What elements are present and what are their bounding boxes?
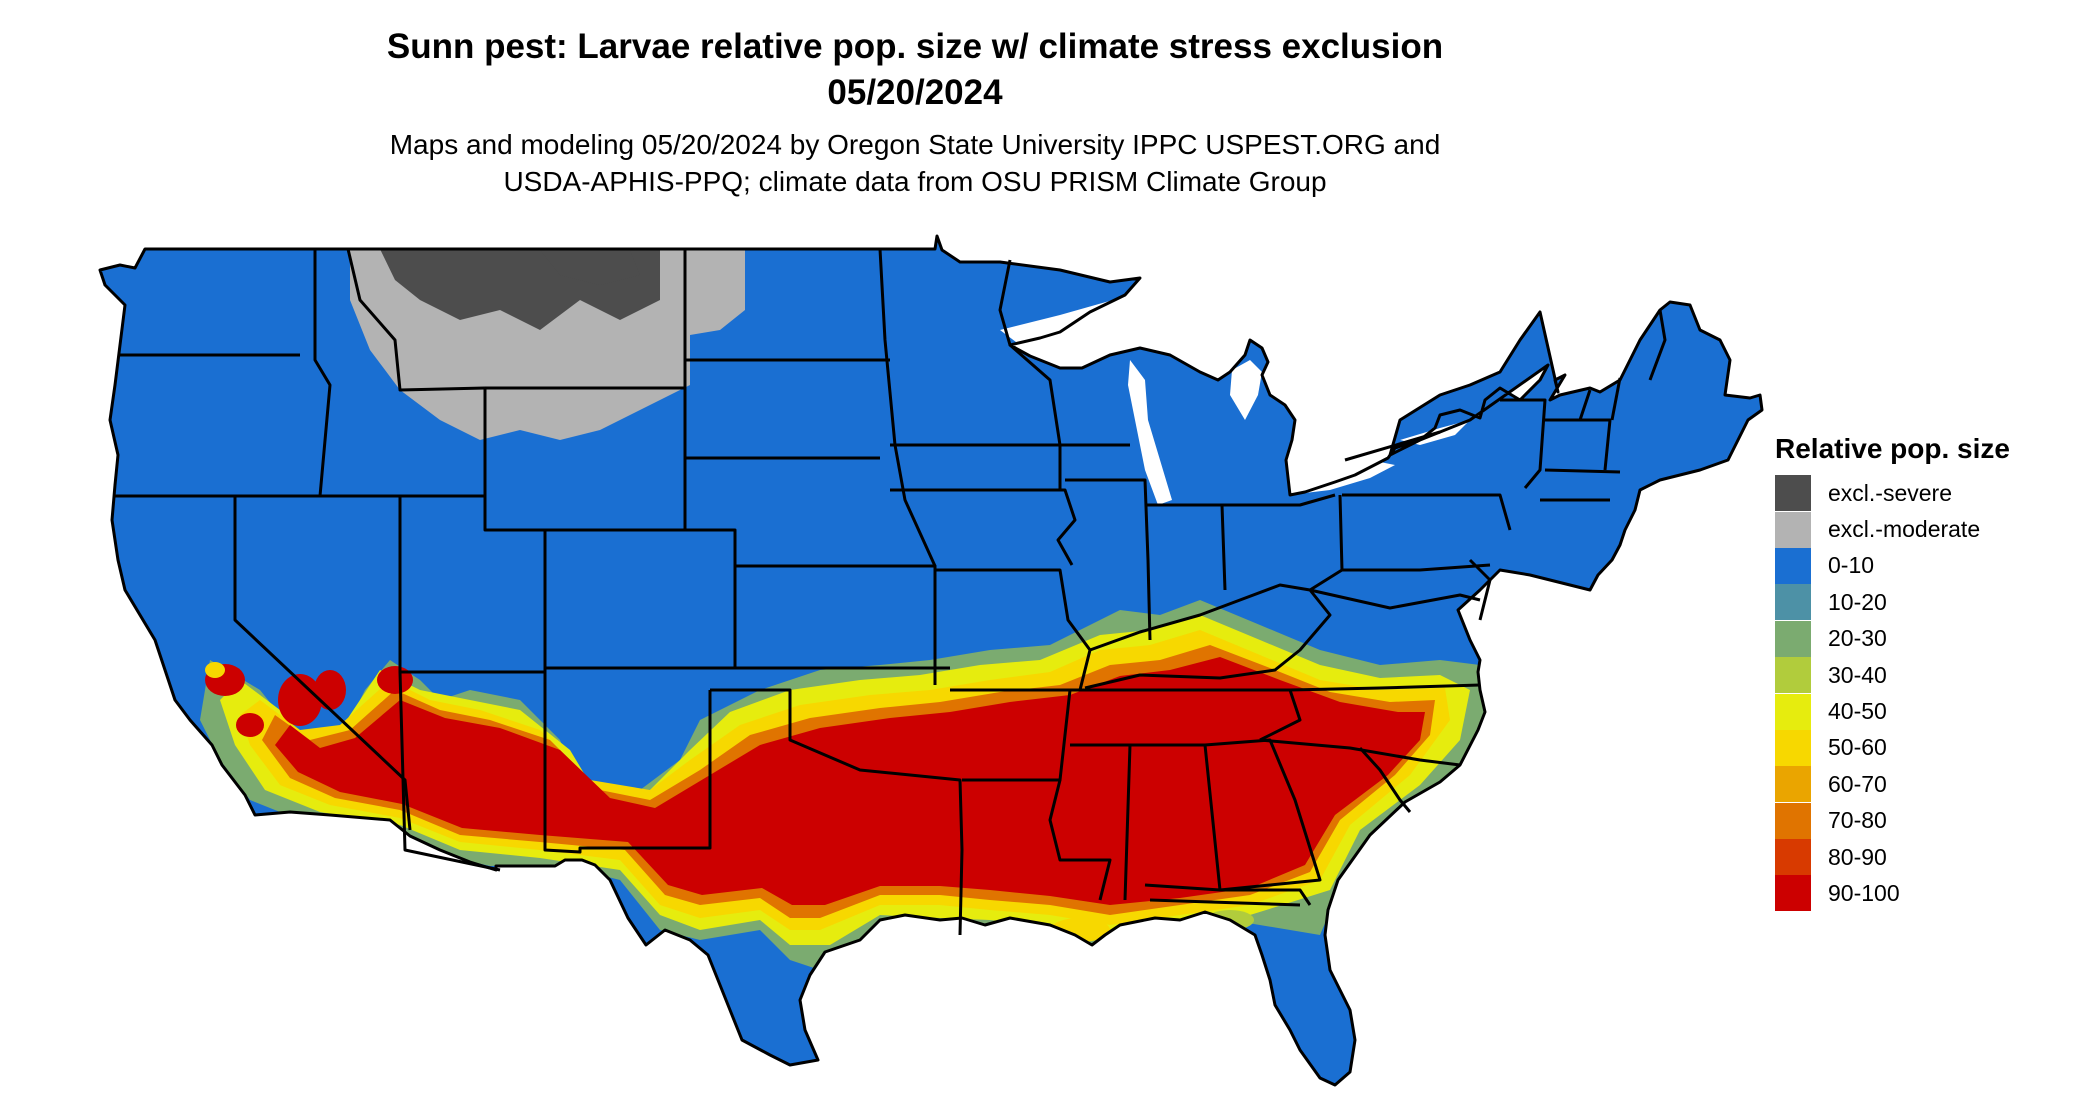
legend-label: 50-60 bbox=[1828, 734, 1887, 761]
map-legend: Relative pop. size excl.-severe excl.-mod… bbox=[1775, 432, 2075, 912]
legend-item: 90-100 bbox=[1775, 875, 2075, 912]
legend-item: excl.-severe bbox=[1775, 475, 2075, 512]
map-subtitle: Maps and modeling 05/20/2024 by Oregon S… bbox=[0, 126, 1830, 200]
legend-item: 50-60 bbox=[1775, 729, 2075, 766]
legend-swatch bbox=[1775, 475, 1811, 512]
legend-label: 80-90 bbox=[1828, 843, 1887, 870]
legend-label: 10-20 bbox=[1828, 588, 1887, 615]
map-title-date: 05/20/2024 bbox=[827, 73, 1003, 112]
legend-title: Relative pop. size bbox=[1775, 433, 2010, 464]
legend-swatch bbox=[1775, 729, 1811, 766]
legend-label: 30-40 bbox=[1828, 661, 1887, 688]
legend-swatch bbox=[1775, 693, 1811, 730]
legend-label: excl.-moderate bbox=[1828, 516, 1981, 543]
map-subtitle-line1: Maps and modeling 05/20/2024 by Oregon S… bbox=[389, 129, 1441, 160]
legend-swatch bbox=[1775, 839, 1811, 876]
legend-items: excl.-severe excl.-moderate 0-10 10-20 20-30… bbox=[1775, 475, 2075, 912]
legend-item: 10-20 bbox=[1775, 584, 2075, 621]
legend-label: excl.-severe bbox=[1828, 479, 1952, 506]
map-title-line1: Sunn pest: Larvae relative pop. size w/ … bbox=[386, 27, 1444, 66]
legend-swatch bbox=[1775, 620, 1811, 657]
map-title: Sunn pest: Larvae relative pop. size w/ … bbox=[0, 24, 1830, 116]
legend-label: 40-50 bbox=[1828, 698, 1887, 725]
legend-label: 20-30 bbox=[1828, 625, 1887, 652]
legend-swatch bbox=[1775, 802, 1811, 839]
legend-label: 0-10 bbox=[1828, 552, 1875, 579]
legend-item: 40-50 bbox=[1775, 693, 2075, 730]
legend-item: 30-40 bbox=[1775, 657, 2075, 694]
legend-swatch bbox=[1775, 547, 1811, 584]
legend-swatch bbox=[1775, 511, 1811, 548]
legend-item: 20-30 bbox=[1775, 620, 2075, 657]
legend-item: 80-90 bbox=[1775, 839, 2075, 876]
legend-swatch bbox=[1775, 584, 1811, 621]
legend-item: excl.-moderate bbox=[1775, 511, 2075, 548]
legend-swatch bbox=[1775, 766, 1811, 803]
legend-item: 0-10 bbox=[1775, 547, 2075, 584]
legend-label: 70-80 bbox=[1828, 807, 1887, 834]
legend-item: 60-70 bbox=[1775, 766, 2075, 803]
legend-label: 90-100 bbox=[1828, 879, 1900, 906]
legend-swatch bbox=[1775, 657, 1811, 694]
map-subtitle-line2: USDA-APHIS-PPQ; climate data from OSU PR… bbox=[503, 166, 1327, 197]
legend-label: 60-70 bbox=[1828, 770, 1887, 797]
legend-swatch bbox=[1775, 875, 1811, 912]
legend-item: 70-80 bbox=[1775, 802, 2075, 839]
